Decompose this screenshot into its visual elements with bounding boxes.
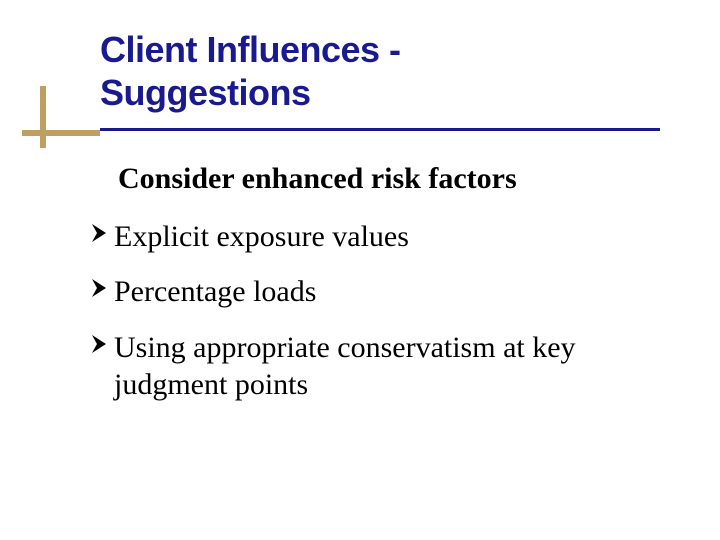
arrow-bullet-icon <box>90 277 110 307</box>
bullet-item: Percentage loads <box>90 273 650 311</box>
slide-body: Consider enhanced risk factors Explicit … <box>90 160 650 422</box>
arrow-bullet-icon <box>90 222 110 252</box>
bullet-text: Explicit exposure values <box>114 218 650 256</box>
slide-title: Client Influences - Suggestions <box>100 28 660 114</box>
bullet-text: Percentage loads <box>114 273 650 311</box>
title-line-2: Suggestions <box>100 72 311 113</box>
accent-bar-vertical <box>40 86 46 148</box>
bullet-item: Explicit exposure values <box>90 218 650 256</box>
title-underline <box>100 128 660 131</box>
bullet-item: Using appropriate conservatism at key ju… <box>90 329 650 404</box>
slide: Client Influences - Suggestions Consider… <box>0 0 720 540</box>
bullet-text: Using appropriate conservatism at key ju… <box>114 329 650 404</box>
arrow-bullet-icon <box>90 333 110 363</box>
title-line-1: Client Influences - <box>100 29 401 70</box>
subtitle: Consider enhanced risk factors <box>118 160 650 198</box>
accent-bar-horizontal <box>22 130 100 136</box>
